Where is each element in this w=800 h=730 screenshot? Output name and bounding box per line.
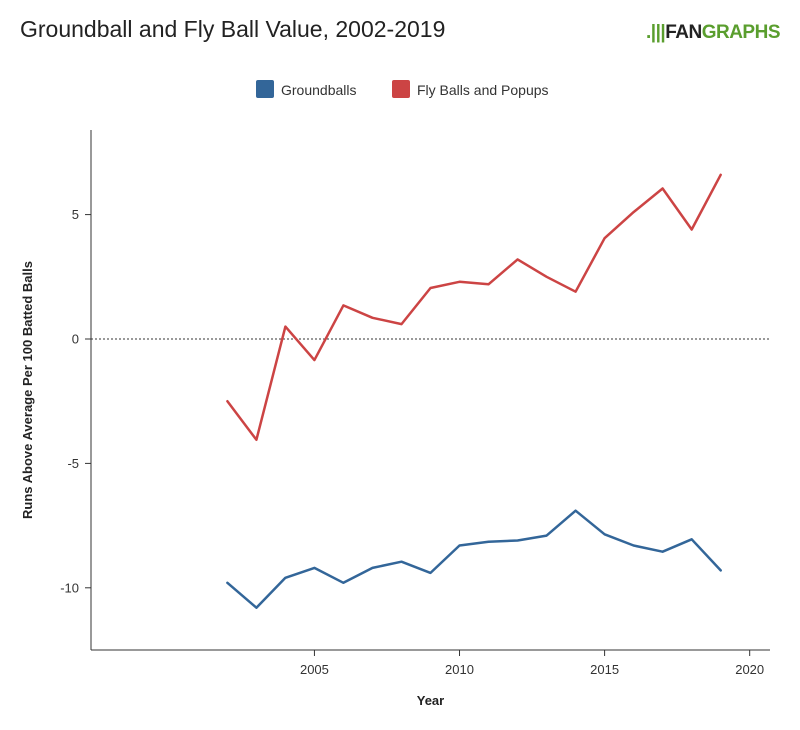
y-tick-label: 0 [72, 331, 79, 346]
x-tick-label: 2015 [590, 662, 619, 677]
x-tick-label: 2005 [300, 662, 329, 677]
logo-text-fan: FAN [665, 22, 702, 43]
y-axis-title: Runs Above Average Per 100 Batted Balls [20, 261, 35, 519]
legend-label: Fly Balls and Popups [417, 82, 549, 98]
logo-text-graphs: GRAPHS [701, 22, 781, 43]
plot-area [91, 173, 770, 609]
legend: Groundballs Fly Balls and Popups [256, 80, 549, 98]
x-axis-title: Year [417, 693, 444, 708]
legend-label: Groundballs [281, 82, 357, 98]
series-line-fly-balls-and-popups [226, 173, 722, 442]
x-tick-label: 2020 [735, 662, 764, 677]
legend-item-groundballs: Groundballs [256, 80, 357, 98]
legend-swatch [256, 80, 274, 98]
y-tick-label: -10 [60, 580, 79, 595]
x-tick-label: 2010 [445, 662, 474, 677]
legend-item-fly-balls-and-popups: Fly Balls and Popups [392, 80, 549, 98]
series-line-groundballs [226, 509, 722, 609]
y-tick-label: -5 [67, 456, 79, 471]
axes: 5 0 -5 -10 2005 2010 2015 2020 Year Runs Above Av… [20, 130, 770, 708]
chart-title: Groundball and Fly Ball Value, 2002-2019 [20, 16, 446, 42]
logo-mark-icon: .||| [645, 22, 666, 43]
legend-swatch [392, 80, 410, 98]
y-tick-label: 5 [72, 207, 79, 222]
fangraphs-logo[interactable]: .|||FANGRAPHS [645, 22, 781, 44]
